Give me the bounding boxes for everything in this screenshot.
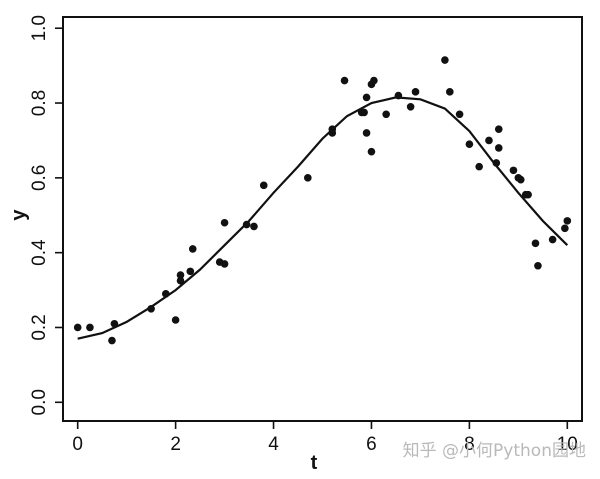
data-point — [492, 159, 501, 167]
data-point — [328, 129, 337, 137]
y-axis-title: y — [8, 209, 30, 221]
x-axis-title: t — [311, 452, 318, 474]
data-point — [475, 162, 483, 171]
data-point — [411, 88, 420, 96]
y-tick-label: 0.2 — [29, 314, 50, 340]
y-tick-label: 0.0 — [29, 389, 50, 415]
data-point — [162, 290, 170, 298]
data-point — [186, 267, 195, 276]
data-point — [367, 147, 376, 156]
data-point — [250, 222, 258, 231]
data-point — [441, 56, 449, 64]
data-point — [176, 276, 185, 285]
x-axis: 0 2 4 6 8 10 — [72, 421, 578, 455]
data-point — [394, 91, 403, 100]
data-point — [485, 136, 493, 145]
y-axis: 0.0 0.2 0.4 0.6 0.8 1.0 — [29, 15, 63, 416]
data-point — [455, 110, 464, 119]
data-points — [73, 56, 572, 345]
plot-frame — [62, 16, 583, 422]
y-tick-label: 0.6 — [29, 165, 50, 191]
data-point — [494, 125, 503, 134]
x-tick-label: 6 — [366, 434, 377, 455]
data-point — [220, 218, 229, 227]
data-point — [220, 260, 229, 268]
data-point — [360, 108, 368, 117]
data-point — [534, 261, 542, 270]
data-point — [531, 239, 540, 248]
data-point — [382, 110, 390, 119]
data-point — [242, 220, 251, 229]
data-point — [340, 76, 349, 85]
x-tick-label: 10 — [557, 434, 578, 455]
data-point — [509, 166, 518, 175]
data-point — [446, 88, 454, 96]
data-point — [73, 323, 82, 332]
data-point — [86, 323, 94, 332]
data-point — [494, 144, 503, 152]
data-point — [147, 304, 155, 313]
data-point — [362, 129, 371, 137]
fitted-curve — [77, 96, 569, 340]
data-point — [370, 76, 378, 85]
y-tick-label: 1.0 — [29, 15, 50, 41]
data-point — [563, 217, 572, 225]
x-tick-label: 2 — [170, 434, 181, 455]
data-point — [561, 224, 569, 233]
data-point — [110, 319, 119, 328]
data-point — [524, 190, 532, 199]
x-tick-label: 0 — [72, 434, 83, 455]
data-point — [362, 93, 371, 102]
data-point — [176, 271, 185, 279]
data-point — [171, 316, 180, 324]
data-point — [465, 140, 474, 148]
y-tick-label: 0.8 — [29, 90, 50, 116]
data-point — [516, 175, 525, 184]
data-point — [406, 102, 415, 111]
data-point — [259, 181, 268, 190]
y-tick-label: 0.4 — [29, 239, 50, 266]
data-point — [188, 245, 197, 253]
data-point — [304, 174, 312, 182]
x-tick-label: 8 — [464, 434, 475, 455]
data-point — [548, 235, 557, 244]
data-point — [108, 336, 116, 345]
watermark: 知乎 @小何Python园地 — [402, 441, 586, 461]
x-tick-label: 4 — [268, 434, 279, 455]
